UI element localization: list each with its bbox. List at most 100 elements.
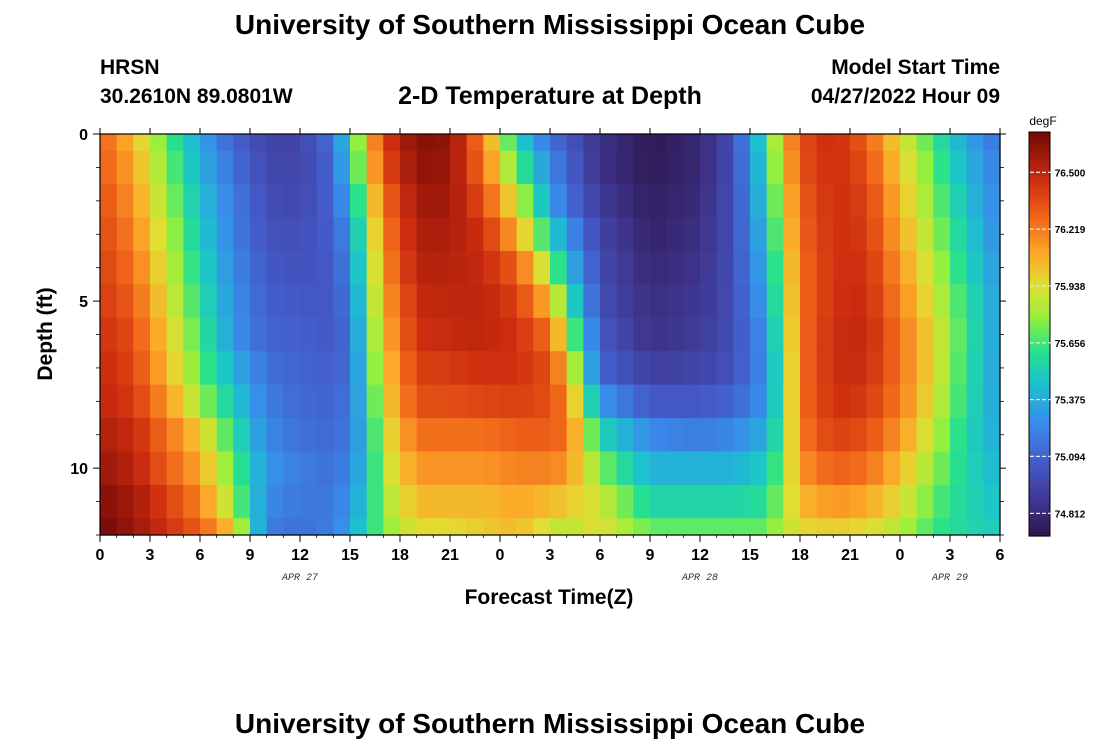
heatmap-cell [550, 217, 568, 252]
heatmap-cell [600, 484, 618, 519]
heatmap-cell [883, 418, 901, 453]
heatmap-cell [300, 317, 318, 352]
colorbar-segment [1029, 483, 1050, 489]
heatmap-cell [616, 418, 634, 453]
heatmap-cell [366, 351, 384, 386]
colorbar-unit-label: degF [1029, 114, 1056, 128]
heatmap-cell [300, 384, 318, 419]
heatmap-cell [750, 518, 768, 536]
heatmap-cell [283, 250, 301, 285]
colorbar-segment [1029, 293, 1050, 299]
heatmap-cell [333, 451, 351, 486]
heatmap-cell [816, 451, 834, 486]
station-coordinates: 30.2610N 89.0801W [100, 85, 293, 108]
heatmap-cell [683, 317, 701, 352]
heatmap-cell [700, 451, 718, 486]
heatmap-cell [550, 484, 568, 519]
heatmap-cell [616, 150, 634, 185]
heatmap-cell [216, 351, 234, 386]
heatmap-cell [183, 250, 201, 285]
heatmap-cell [633, 518, 651, 536]
heatmap-cell [600, 217, 618, 252]
heatmap-cell [400, 217, 418, 252]
heatmap-cell [916, 518, 934, 536]
heatmap-cell [233, 418, 251, 453]
colorbar-segment [1029, 176, 1050, 182]
heatmap-cell [833, 451, 851, 486]
heatmap-cell [633, 451, 651, 486]
heatmap-cell [400, 134, 418, 152]
heatmap-cell [550, 418, 568, 453]
heatmap-cell [350, 217, 368, 252]
heatmap-cell [116, 134, 134, 152]
heatmap-cell [316, 384, 334, 419]
heatmap-cell [433, 484, 451, 519]
colorbar-segment [1029, 257, 1050, 262]
heatmap-cell [483, 134, 501, 152]
heatmap-cell [566, 484, 584, 519]
heatmap-cell [383, 351, 401, 386]
heatmap-cell [400, 351, 418, 386]
heatmap-cell [466, 484, 484, 519]
heatmap-cell [783, 384, 801, 419]
heatmap-cell [266, 284, 284, 319]
page-title: University of Southern Mississippi Ocean… [234, 9, 866, 40]
heatmap-cell [833, 484, 851, 519]
heatmap-cell [750, 284, 768, 319]
heatmap-cell [816, 384, 834, 419]
heatmap-cell [100, 351, 118, 386]
heatmap-cell [883, 484, 901, 519]
heatmap-cell [350, 451, 368, 486]
heatmap-cell [833, 418, 851, 453]
heatmap-cell [783, 134, 801, 152]
heatmap-cell [433, 317, 451, 352]
colorbar-segment [1029, 144, 1050, 149]
heatmap-cell [450, 250, 468, 285]
colorbar-segment [1029, 132, 1050, 137]
heatmap-cell [233, 284, 251, 319]
heatmap-cell [883, 284, 901, 319]
heatmap-cell [550, 317, 568, 352]
colorbar-segment [1029, 188, 1050, 194]
heatmap-cell [816, 351, 834, 386]
heatmap-cell [200, 134, 218, 152]
colorbar-segment [1029, 184, 1050, 190]
heatmap-cell [783, 217, 801, 252]
heatmap-cell [500, 217, 518, 252]
heatmap-cell [866, 217, 884, 252]
colorbar-tick-label: 75.375 [1055, 396, 1086, 407]
colorbar-segment [1029, 216, 1050, 222]
heatmap-cell [850, 134, 868, 152]
heatmap-cell [333, 351, 351, 386]
heatmap-cell [383, 484, 401, 519]
heatmap-cell [233, 250, 251, 285]
heatmap-cell [100, 184, 118, 219]
heatmap-cell [550, 184, 568, 219]
heatmap-cell [316, 317, 334, 352]
heatmap-cell [800, 150, 818, 185]
heatmap-cell [950, 484, 968, 519]
heatmap-cell [283, 518, 301, 536]
heatmap-cell [700, 150, 718, 185]
heatmap-cell [833, 317, 851, 352]
colorbar-segment [1029, 467, 1050, 472]
x-tick-label: 21 [441, 547, 459, 564]
heatmap-cell [883, 451, 901, 486]
heatmap-cell [400, 184, 418, 219]
colorbar-segment [1029, 317, 1050, 323]
heatmap-cell [800, 134, 818, 152]
heatmap-cell [150, 250, 168, 285]
heatmap-cell [916, 384, 934, 419]
heatmap-cell [566, 217, 584, 252]
heatmap-cell [216, 250, 234, 285]
heatmap-cell [150, 184, 168, 219]
heatmap-cell [833, 134, 851, 152]
heatmap-cell [100, 484, 118, 519]
heatmap-cell [700, 284, 718, 319]
heatmap-cell [250, 134, 268, 152]
heatmap-cell [516, 384, 534, 419]
heatmap-cell [466, 451, 484, 486]
heatmap-cell [633, 134, 651, 152]
heatmap-cell [133, 418, 151, 453]
colorbar-tick-label: 76.219 [1055, 225, 1086, 236]
